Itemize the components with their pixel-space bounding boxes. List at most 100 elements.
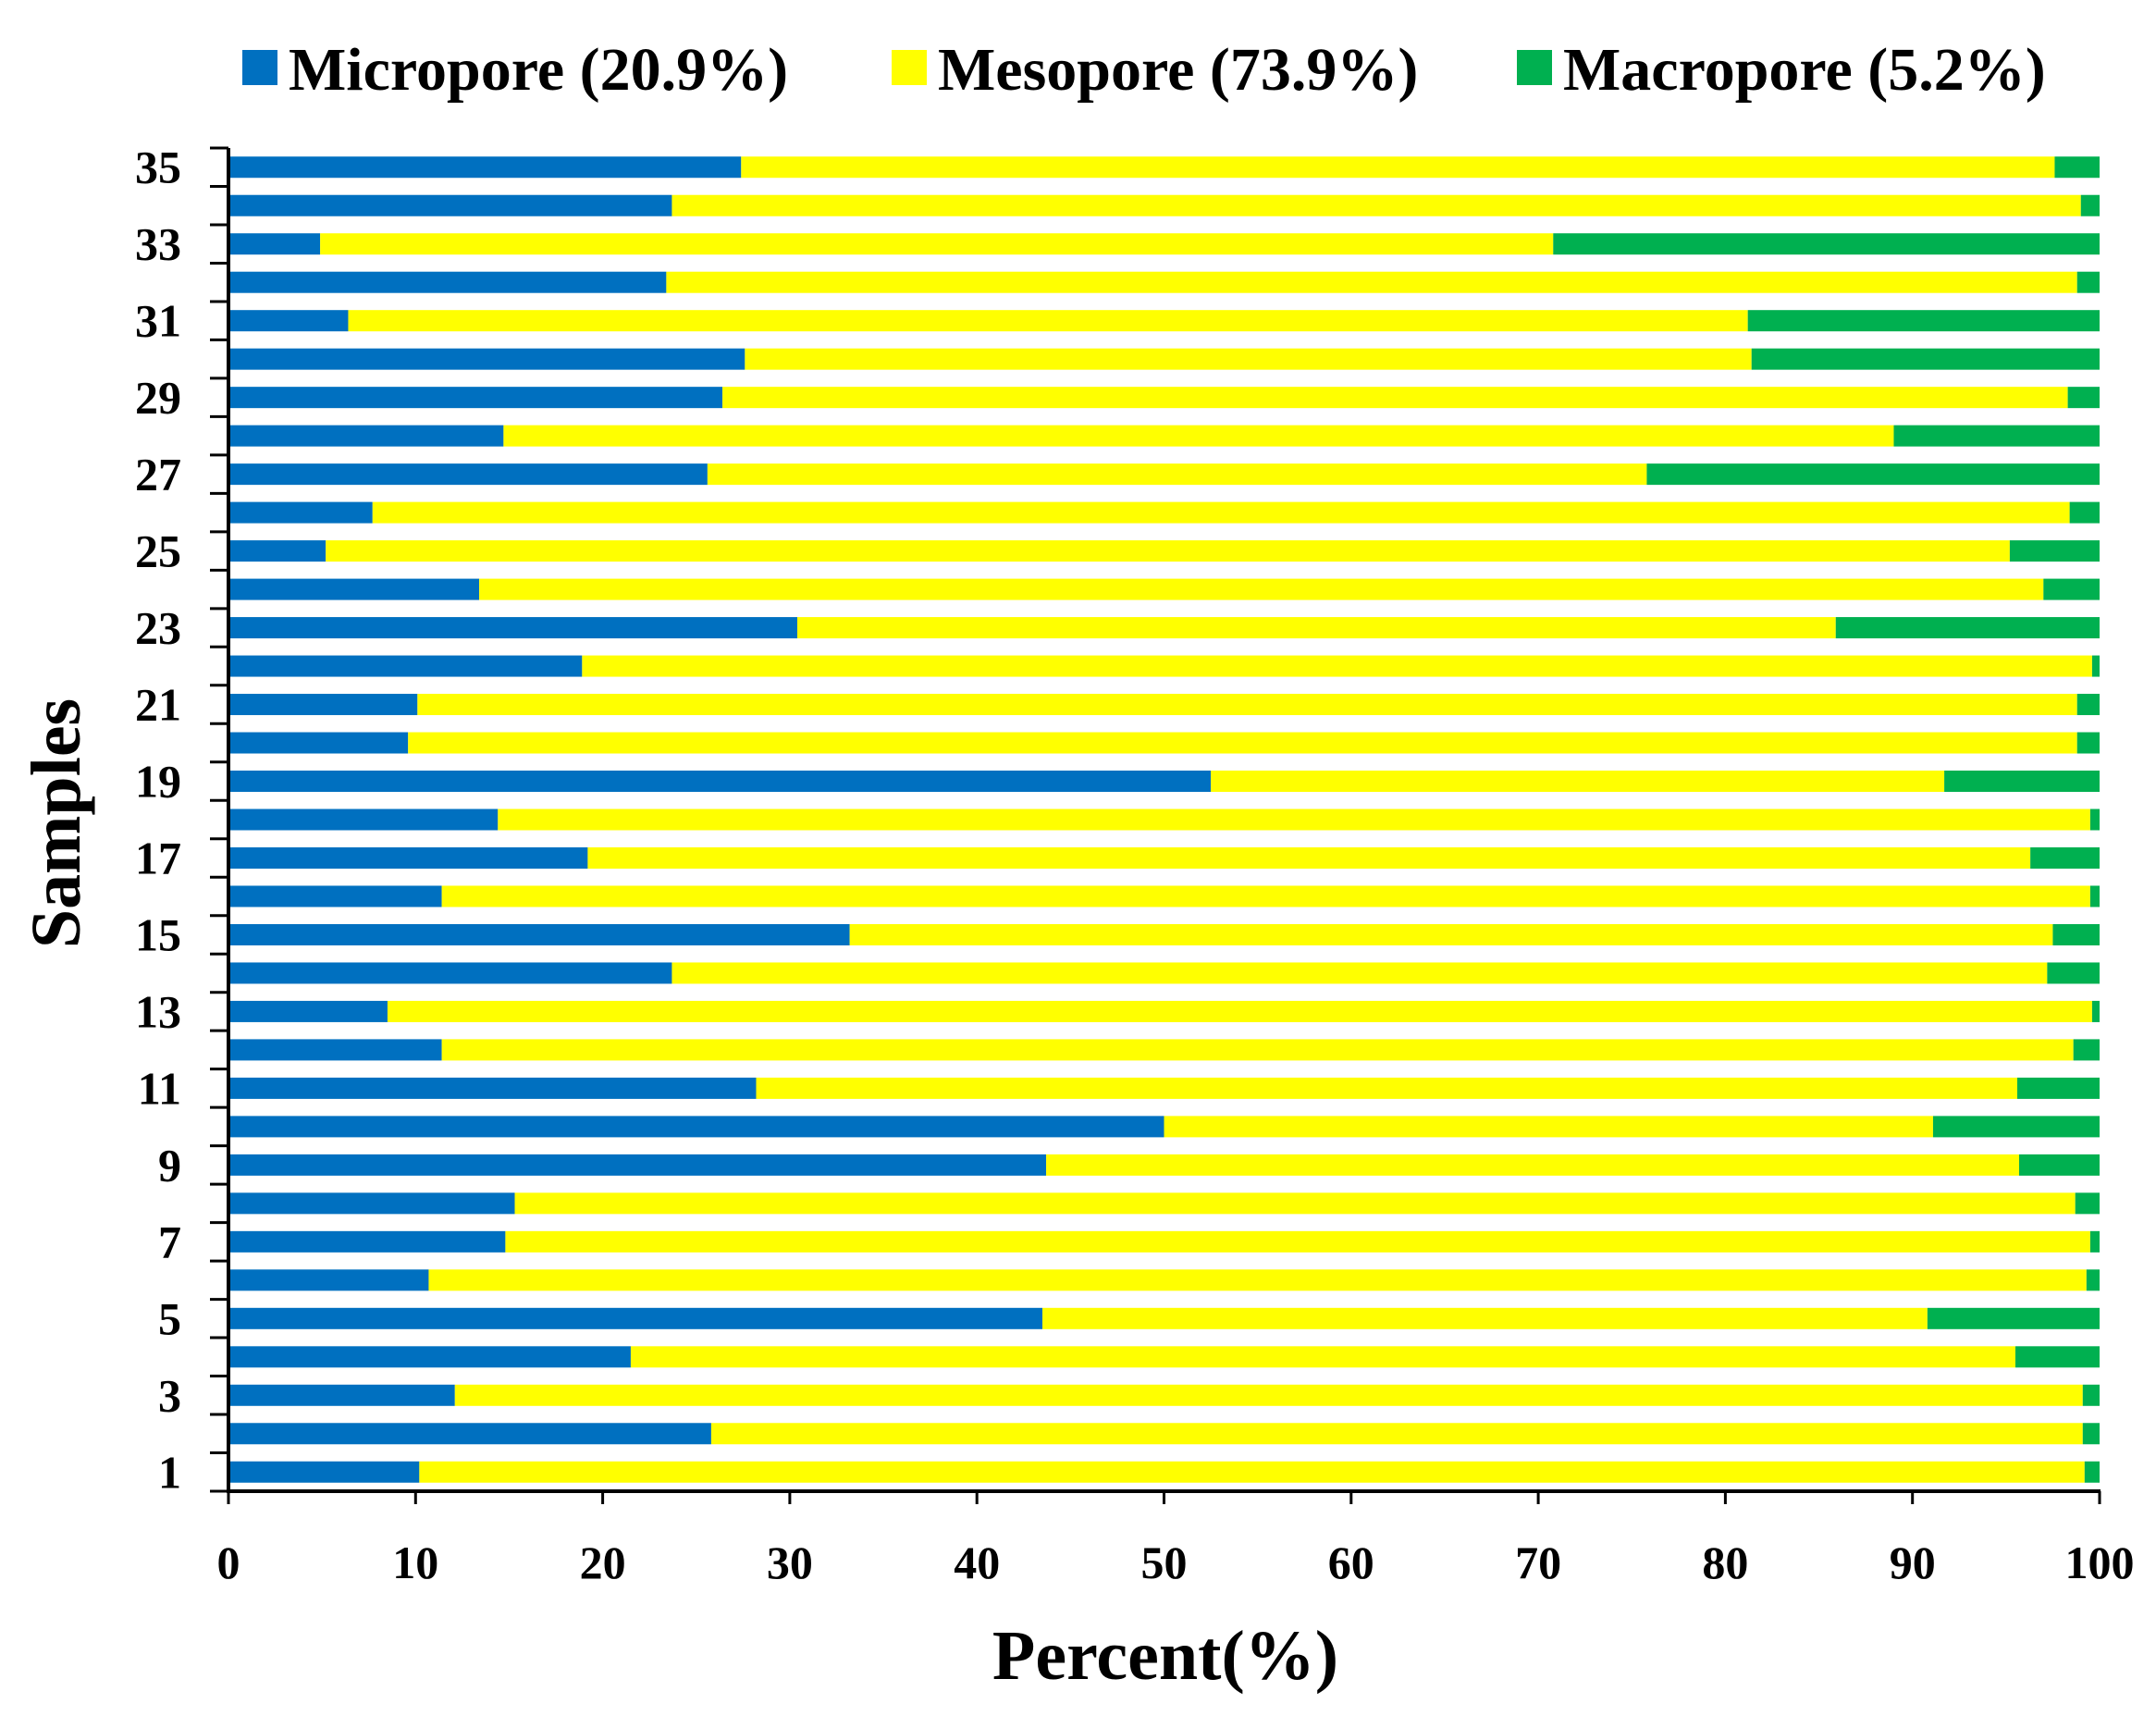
y-tick-label-5: 5 bbox=[158, 1292, 181, 1344]
bar-micropore-sample-15 bbox=[228, 923, 850, 945]
bar-macropore-sample-5 bbox=[1927, 1307, 2100, 1329]
bar-macropore-sample-12 bbox=[2073, 1039, 2100, 1061]
y-tick-label-13: 13 bbox=[135, 985, 181, 1037]
bar-macropore-sample-20 bbox=[2076, 732, 2100, 754]
bar-mesopore-sample-1 bbox=[419, 1461, 2085, 1483]
bar-micropore-sample-28 bbox=[228, 425, 504, 447]
bar-micropore-sample-2 bbox=[228, 1423, 711, 1445]
bar-macropore-sample-19 bbox=[1944, 771, 2100, 793]
bar-macropore-sample-22 bbox=[2091, 655, 2100, 677]
bar-macropore-sample-26 bbox=[2069, 501, 2100, 524]
bar-micropore-sample-27 bbox=[228, 463, 708, 486]
bar-mesopore-sample-20 bbox=[408, 732, 2077, 754]
bar-macropore-sample-24 bbox=[2043, 578, 2100, 600]
bar-micropore-sample-29 bbox=[228, 387, 723, 409]
legend-label-macropore: Macropore (5.2%) bbox=[1563, 36, 2046, 104]
bar-mesopore-sample-7 bbox=[505, 1230, 2090, 1253]
bar-mesopore-sample-35 bbox=[741, 156, 2055, 179]
bar-mesopore-sample-21 bbox=[417, 694, 2077, 716]
y-tick-label-33: 33 bbox=[135, 218, 181, 270]
bar-mesopore-sample-4 bbox=[630, 1346, 2015, 1368]
bar-micropore-sample-33 bbox=[228, 233, 321, 255]
x-tick-label-80: 80 bbox=[1702, 1537, 1748, 1588]
bar-macropore-sample-34 bbox=[2080, 194, 2100, 216]
y-tick-label-21: 21 bbox=[135, 679, 181, 731]
bar-macropore-sample-21 bbox=[2076, 694, 2100, 716]
x-tick-label-20: 20 bbox=[580, 1537, 626, 1588]
bar-micropore-sample-17 bbox=[228, 846, 588, 869]
y-tick-label-27: 27 bbox=[135, 449, 181, 500]
bar-mesopore-sample-18 bbox=[498, 809, 2090, 831]
bar-macropore-sample-35 bbox=[2054, 156, 2100, 179]
y-tick-label-11: 11 bbox=[138, 1062, 181, 1114]
legend-label-mesopore: Mesopore (73.9%) bbox=[938, 36, 1418, 104]
bar-micropore-sample-35 bbox=[228, 156, 742, 179]
bar-macropore-sample-11 bbox=[2016, 1077, 2100, 1099]
bar-micropore-sample-8 bbox=[228, 1192, 515, 1215]
x-tick-label-100: 100 bbox=[2065, 1537, 2135, 1588]
bar-macropore-sample-10 bbox=[1932, 1116, 2100, 1138]
bar-mesopore-sample-3 bbox=[454, 1384, 2083, 1406]
bar-micropore-sample-20 bbox=[228, 732, 409, 754]
bar-macropore-sample-6 bbox=[2086, 1269, 2100, 1291]
bar-mesopore-sample-14 bbox=[671, 962, 2048, 984]
bar-mesopore-sample-23 bbox=[796, 617, 1836, 639]
y-tick-label-1: 1 bbox=[158, 1446, 181, 1498]
y-tick-label-7: 7 bbox=[158, 1216, 181, 1267]
bar-mesopore-sample-27 bbox=[707, 463, 1647, 486]
bar-micropore-sample-16 bbox=[228, 885, 442, 907]
bar-macropore-sample-3 bbox=[2082, 1384, 2100, 1406]
bar-micropore-sample-32 bbox=[228, 271, 667, 293]
y-tick-label-3: 3 bbox=[158, 1369, 181, 1421]
bar-micropore-sample-7 bbox=[228, 1230, 506, 1253]
bar-macropore-sample-27 bbox=[1646, 463, 2100, 486]
bar-mesopore-sample-10 bbox=[1164, 1116, 1933, 1138]
bar-macropore-sample-14 bbox=[2047, 962, 2100, 984]
bar-micropore-sample-10 bbox=[228, 1116, 1164, 1138]
bar-micropore-sample-23 bbox=[228, 617, 797, 639]
x-tick-label-30: 30 bbox=[767, 1537, 813, 1588]
y-tick-label-19: 19 bbox=[135, 756, 181, 808]
bar-mesopore-sample-15 bbox=[849, 923, 2053, 945]
x-ticks-group: 0 10 20 30 40 50 60 70 80 90 100 bbox=[217, 1491, 2135, 1588]
bar-micropore-sample-13 bbox=[228, 1000, 388, 1022]
bar-micropore-sample-31 bbox=[228, 310, 349, 332]
bar-mesopore-sample-12 bbox=[441, 1039, 2074, 1061]
bar-mesopore-sample-28 bbox=[503, 425, 1894, 447]
y-tick-label-35: 35 bbox=[135, 142, 181, 193]
bar-macropore-sample-25 bbox=[2009, 540, 2100, 562]
legend-label-micropore: Micropore (20.9%) bbox=[289, 36, 788, 104]
legend-swatch-micropore bbox=[242, 50, 277, 85]
x-tick-label-40: 40 bbox=[954, 1537, 1000, 1588]
bar-macropore-sample-8 bbox=[2075, 1192, 2100, 1215]
bar-mesopore-sample-26 bbox=[372, 501, 2070, 524]
y-tick-label-25: 25 bbox=[135, 525, 181, 577]
bar-micropore-sample-19 bbox=[228, 771, 1212, 793]
bar-macropore-sample-15 bbox=[2052, 923, 2100, 945]
y-tick-label-15: 15 bbox=[135, 908, 181, 960]
bars-group bbox=[228, 156, 2100, 1483]
bar-mesopore-sample-8 bbox=[514, 1192, 2076, 1215]
bar-mesopore-sample-22 bbox=[582, 655, 2092, 677]
bar-micropore-sample-11 bbox=[228, 1077, 757, 1099]
bar-macropore-sample-2 bbox=[2082, 1423, 2100, 1445]
bar-micropore-sample-4 bbox=[228, 1346, 631, 1368]
bar-mesopore-sample-31 bbox=[348, 310, 1748, 332]
bar-mesopore-sample-16 bbox=[441, 885, 2090, 907]
legend-swatch-mesopore bbox=[892, 50, 927, 85]
x-tick-label-60: 60 bbox=[1328, 1537, 1374, 1588]
bar-mesopore-sample-9 bbox=[1046, 1154, 2020, 1176]
bar-macropore-sample-31 bbox=[1747, 310, 2100, 332]
bar-mesopore-sample-19 bbox=[1211, 771, 1945, 793]
bar-macropore-sample-23 bbox=[1835, 617, 2100, 639]
bar-micropore-sample-26 bbox=[228, 501, 373, 524]
x-tick-label-90: 90 bbox=[1890, 1537, 1936, 1588]
bar-micropore-sample-14 bbox=[228, 962, 672, 984]
bar-mesopore-sample-2 bbox=[710, 1423, 2083, 1445]
bar-macropore-sample-18 bbox=[2089, 809, 2100, 831]
bar-macropore-sample-29 bbox=[2067, 387, 2100, 409]
bar-micropore-sample-9 bbox=[228, 1154, 1047, 1176]
bar-mesopore-sample-11 bbox=[756, 1077, 2017, 1099]
bar-micropore-sample-34 bbox=[228, 194, 672, 216]
